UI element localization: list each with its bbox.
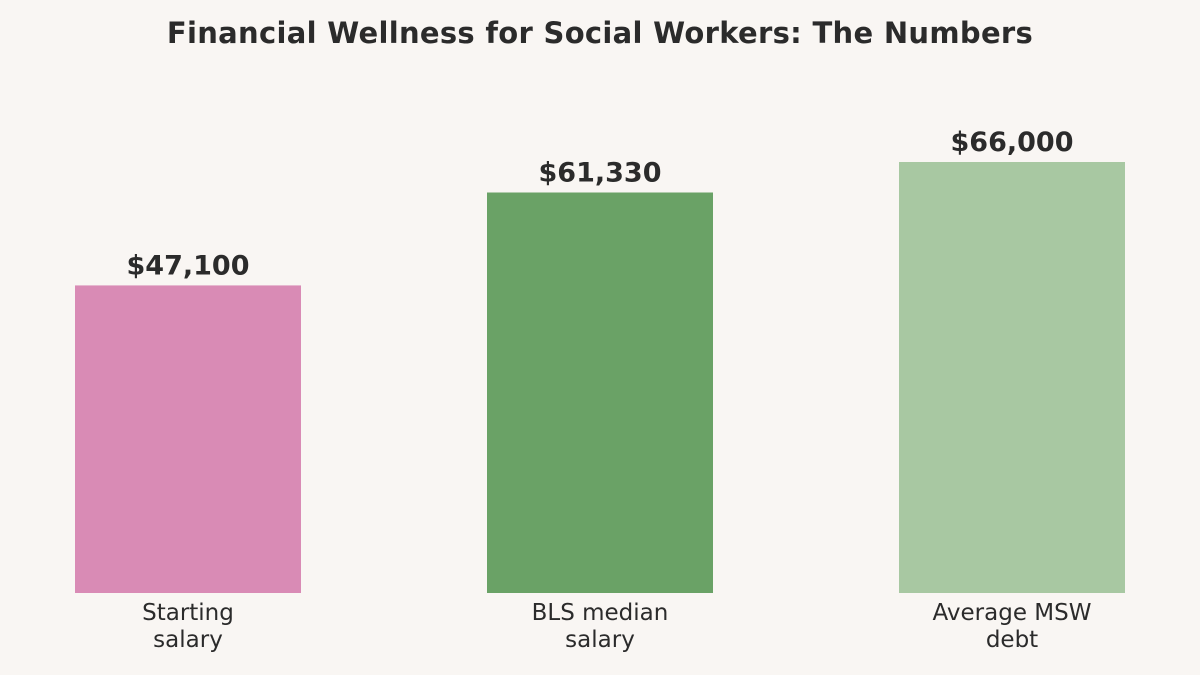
- bar-value-label-1: $61,330: [539, 157, 662, 188]
- x-tick-label-2: Average MSW debt: [933, 600, 1092, 653]
- x-tick-label-1: BLS median salary: [532, 600, 669, 653]
- chart-title: Financial Wellness for Social Workers: T…: [166, 16, 1034, 50]
- bar-value-label-0: $47,100: [127, 250, 250, 281]
- bar-value-label-2: $66,000: [951, 127, 1074, 158]
- bar-0: [75, 285, 301, 593]
- bar-1: [487, 192, 713, 593]
- x-tick-label-0: Starting salary: [142, 600, 234, 653]
- bar-2: [899, 162, 1125, 593]
